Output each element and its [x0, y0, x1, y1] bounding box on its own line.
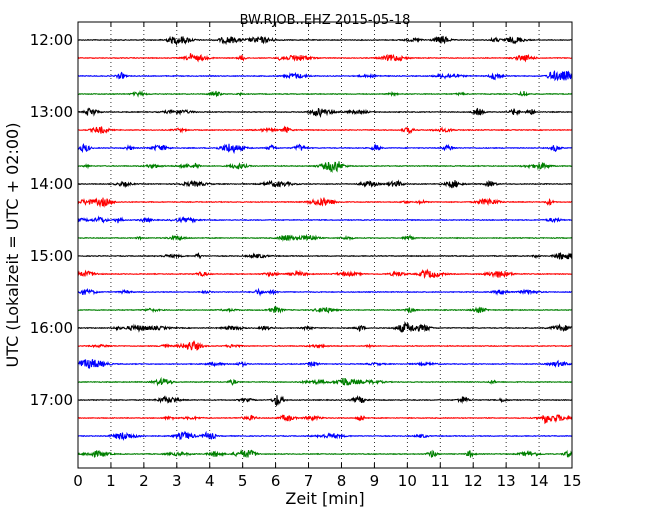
trace-row-14:30 [77, 215, 573, 224]
trace-row-12:45 [77, 90, 573, 98]
x-tick-label: 2 [139, 472, 149, 490]
trace-row-12:30 [77, 69, 573, 82]
y-axis-ticks: 12:00 13:00 14:00 15:00 16:00 17:00 [30, 31, 83, 409]
x-tick-label: 8 [337, 472, 347, 490]
y-tick-label: 12:00 [30, 31, 73, 49]
x-tick-label: 5 [238, 472, 248, 490]
trace-row-15:00 [77, 252, 573, 260]
y-tick-label: 13:00 [30, 103, 73, 121]
trace-row-12:00 [77, 35, 573, 47]
trace-row-17:15 [77, 414, 573, 425]
x-tick-label: 0 [73, 472, 83, 490]
x-tick-label: 9 [370, 472, 380, 490]
trace-row-15:15 [77, 268, 573, 280]
y-tick-label: 17:00 [30, 391, 73, 409]
y-tick-label: 16:00 [30, 319, 73, 337]
trace-row-15:45 [77, 305, 573, 314]
trace-row-16:30 [77, 359, 573, 369]
trace-row-13:45 [77, 161, 573, 174]
x-tick-label: 12 [464, 472, 483, 490]
trace-row-17:00 [77, 394, 573, 407]
x-tick-label: 15 [562, 472, 581, 490]
trace-row-14:00 [77, 179, 573, 189]
trace-row-14:15 [77, 197, 573, 208]
x-tick-label: 14 [530, 472, 549, 490]
trace-row-16:00 [77, 321, 573, 333]
x-tick-label: 3 [172, 472, 182, 490]
x-tick-label: 6 [271, 472, 281, 490]
y-tick-label: 15:00 [30, 247, 73, 265]
trace-row-16:45 [77, 376, 573, 387]
x-tick-label: 1 [106, 472, 116, 490]
y-tick-label: 14:00 [30, 175, 73, 193]
trace-row-13:30 [77, 143, 573, 155]
trace-row-17:30 [77, 430, 573, 441]
x-tick-label: 7 [304, 472, 314, 490]
trace-row-17:45 [77, 449, 573, 458]
x-axis-ticks: 0 1 2 3 4 5 6 7 8 9 10 11 12 13 14 15 [73, 22, 582, 490]
x-tick-label: 10 [398, 472, 417, 490]
trace-row-13:00 [77, 107, 573, 118]
chart-title: BW.RJOB..EHZ 2015-05-18 [240, 13, 411, 28]
x-tick-label: 13 [497, 472, 516, 490]
trace-row-16:15 [77, 340, 573, 351]
trace-row-14:45 [77, 233, 573, 242]
x-tick-label: 11 [431, 472, 450, 490]
trace-row-12:15 [77, 53, 573, 63]
plot-frame [77, 21, 573, 469]
trace-row-13:15 [77, 125, 573, 135]
trace-row-15:30 [77, 287, 573, 297]
trace-rows [77, 35, 573, 458]
x-axis-label: Zeit [min] [285, 489, 364, 508]
y-axis-label: UTC (Lokalzeit = UTC + 02:00) [3, 123, 22, 368]
x-tick-label: 4 [205, 472, 215, 490]
